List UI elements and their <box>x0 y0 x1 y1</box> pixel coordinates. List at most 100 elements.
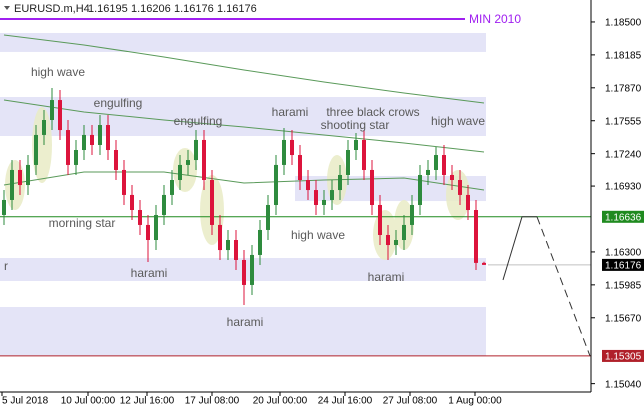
candle-body <box>450 174 454 181</box>
candle-body <box>58 100 62 131</box>
candle-body <box>90 134 94 145</box>
y-tick-label: 1.18185 <box>605 51 642 62</box>
candle-body <box>322 199 326 205</box>
annotation: morning star <box>49 216 116 230</box>
header-low: 1.16176 <box>174 3 214 15</box>
annotation: engulfing <box>94 96 143 110</box>
y-tick-label: 1.17555 <box>605 116 642 127</box>
texts: MIN 2010 high wave engulfing engulfing haram… <box>4 12 521 329</box>
header-open: 1.16195 <box>88 3 128 15</box>
level-label-box <box>602 258 644 271</box>
candle-body <box>34 134 38 165</box>
axis: 1.16636 1.16176 1.15305 1.18500 1.18185 1.178… <box>1 18 644 407</box>
candle-body <box>114 150 118 170</box>
zones <box>0 33 486 356</box>
candle-body <box>466 194 470 211</box>
zone <box>0 97 486 136</box>
candle-body <box>186 160 190 165</box>
candle-body <box>130 194 134 211</box>
x-tick-label: 10 Jul 00:00 <box>61 396 116 407</box>
candle-body <box>290 139 294 156</box>
candle-body <box>42 120 46 135</box>
annotation: high wave <box>431 114 485 128</box>
candle-body <box>122 169 126 195</box>
y-tick-label: 1.16930 <box>605 182 642 193</box>
candle-body <box>170 180 174 195</box>
candle-body <box>226 240 230 251</box>
x-tick-label: 27 Jul 08:00 <box>383 396 438 407</box>
lines <box>0 18 591 357</box>
moving-average <box>3 34 485 104</box>
candle-body <box>434 155 438 170</box>
candle-body <box>74 150 78 165</box>
candle-body <box>282 139 286 165</box>
candle-body <box>138 210 142 225</box>
symbol: EURUSD.m,H4 <box>14 3 90 15</box>
candle-body <box>18 169 22 186</box>
candle-body <box>250 254 254 285</box>
moving-average <box>3 99 485 153</box>
candle-body <box>242 259 246 285</box>
moving-average <box>3 171 485 191</box>
candle-body <box>346 150 350 175</box>
y-tick-label: 1.17870 <box>605 83 642 94</box>
y-tick-label: 1.16300 <box>605 248 642 259</box>
candle-body <box>82 134 86 151</box>
annotation: harami <box>272 105 309 119</box>
annotation: three black crows <box>326 105 419 119</box>
candle-body <box>162 194 166 216</box>
candle-body <box>418 174 422 205</box>
candle-body <box>410 204 414 225</box>
candle-body <box>338 174 342 191</box>
level-label: 1.15305 <box>605 352 642 363</box>
candles <box>2 88 486 306</box>
annotation: harami <box>227 315 264 329</box>
level-label-box <box>602 210 644 223</box>
candle-body <box>258 229 262 255</box>
candle-body <box>234 240 238 260</box>
candle-body <box>306 180 310 191</box>
candle-body <box>202 139 206 181</box>
x-tick-label: 1 Aug 00:00 <box>448 396 502 407</box>
x-tick-label: 24 Jul 16:00 <box>318 396 373 407</box>
projection-dashed <box>536 216 591 357</box>
header-close: 1.16176 <box>217 3 257 15</box>
candle-body <box>458 180 462 195</box>
candle-body <box>354 139 358 151</box>
candle-body <box>146 224 150 241</box>
candle-body <box>442 155 446 175</box>
zone <box>0 33 486 52</box>
candle-body <box>106 125 110 151</box>
candle-body <box>394 240 398 246</box>
zone <box>0 307 486 356</box>
candle-body <box>178 164 182 181</box>
symbol-icon <box>4 6 10 10</box>
highlight <box>173 148 197 192</box>
candle-body <box>26 164 30 186</box>
candle-body <box>386 234 390 246</box>
candle-body <box>50 100 54 121</box>
annotation: shooting star <box>321 118 390 132</box>
candle-body <box>266 204 270 230</box>
candle-body <box>194 139 198 161</box>
candle-body <box>474 210 478 263</box>
candle-body <box>482 262 486 265</box>
x-tick-label: 5 Jul 2018 <box>2 396 49 407</box>
candle-body <box>154 215 158 241</box>
candle-body <box>2 199 6 216</box>
projection <box>502 216 537 281</box>
candle-body <box>218 224 222 251</box>
level-label: 1.16636 <box>605 212 642 223</box>
annotation: high wave <box>31 65 85 79</box>
x-tick-label: 17 Jul 08:00 <box>185 396 240 407</box>
x-tick-label: 12 Jul 16:00 <box>120 396 175 407</box>
annotation: high wave <box>291 228 345 242</box>
y-tick-label: 1.15670 <box>605 313 642 324</box>
candle-body <box>330 190 334 200</box>
candle-body <box>362 139 366 170</box>
header-high: 1.16206 <box>131 3 171 15</box>
annotation: harami <box>368 270 405 284</box>
reference-label: MIN 2010 <box>469 12 521 26</box>
highlight <box>373 210 397 260</box>
